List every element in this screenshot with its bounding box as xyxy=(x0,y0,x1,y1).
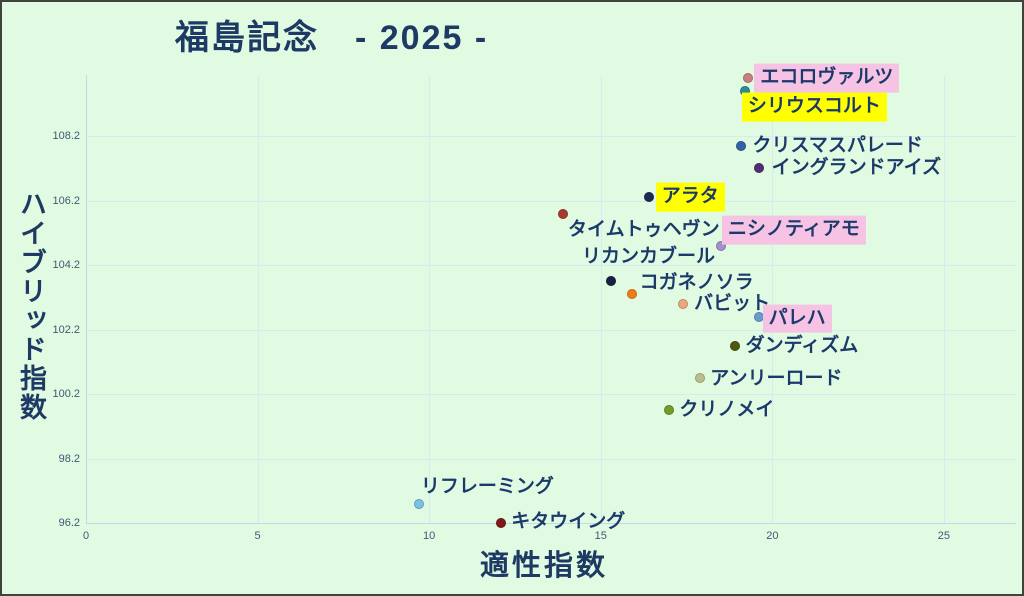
point-label: キタウイング xyxy=(511,511,626,533)
point-label: パレハ xyxy=(762,304,832,334)
x-gridline-5 xyxy=(257,75,259,523)
scatter-point xyxy=(695,372,706,383)
x-tick-label-0: 0 xyxy=(82,530,90,542)
y-tick-label-104.2: 104.2 xyxy=(52,259,80,272)
x-tick-label-25: 25 xyxy=(937,530,951,542)
point-label: リカンカブール xyxy=(582,246,716,268)
point-label: クリノメイ xyxy=(679,399,775,421)
point-label: ニシノティアモ xyxy=(721,215,866,245)
scatter-point xyxy=(643,192,654,203)
point-label: コガネノソラ xyxy=(639,272,754,294)
scatter-point xyxy=(413,498,424,509)
y-gridline-108.2 xyxy=(86,136,1016,138)
x-tick-label-15: 15 xyxy=(594,530,607,542)
point-label: リフレーミング xyxy=(420,475,554,497)
point-label: タイムトゥヘヴン xyxy=(568,218,720,240)
x-tick-label-5: 5 xyxy=(254,530,261,542)
point-label: エコロヴァルツ xyxy=(754,63,900,93)
scatter-point xyxy=(558,208,568,219)
point-label: アンリーロード xyxy=(710,368,843,390)
scatter-point xyxy=(496,518,507,528)
y-gridline-106.2 xyxy=(86,200,1016,202)
point-label: クリスマスパレード xyxy=(752,135,923,157)
x-gridline-25 xyxy=(943,75,945,523)
point-label: ダンディズム xyxy=(745,334,859,356)
scatter-point xyxy=(736,140,747,151)
x-axis-title: 適性指数 xyxy=(480,550,609,582)
scatter-point xyxy=(678,298,689,309)
y-gridline-102.2 xyxy=(86,329,1016,331)
point-label: イングランドアイズ xyxy=(771,157,942,179)
x-tick-label-10: 10 xyxy=(423,530,436,542)
scatter-point xyxy=(606,276,617,287)
y-tick-label-96.2: 96.2 xyxy=(58,517,80,529)
scatter-point xyxy=(743,73,754,84)
scatter-point xyxy=(664,405,675,416)
x-gridline-20 xyxy=(772,75,774,523)
scatter-point xyxy=(626,289,637,300)
y-tick-label-100.2: 100.2 xyxy=(52,388,80,401)
point-label: アラタ xyxy=(655,183,725,212)
y-tick-label-108.2: 108.2 xyxy=(52,130,80,143)
point-label: バビット xyxy=(694,292,771,314)
scatter-point xyxy=(739,86,750,97)
x-axis-line xyxy=(86,523,1016,524)
y-axis-title: ハイブリッド指数 xyxy=(16,190,46,422)
x-tick-label-20: 20 xyxy=(766,530,779,542)
x-gridline-10 xyxy=(429,75,431,523)
y-gridline-100.2 xyxy=(86,394,1016,396)
chart-title: 福島記念 - 2025 - xyxy=(175,19,489,57)
scatter-point xyxy=(715,240,726,251)
y-tick-label-102.2: 102.2 xyxy=(52,323,80,336)
y-gridline-104.2 xyxy=(86,265,1016,267)
scatter-point xyxy=(729,340,740,351)
scatter-point xyxy=(753,311,764,322)
point-label: シリウスコルト xyxy=(741,92,887,122)
y-tick-label-106.2: 106.2 xyxy=(52,194,80,207)
x-gridline-15 xyxy=(600,75,602,523)
y-gridline-98.2 xyxy=(86,458,1016,460)
scatter-point xyxy=(753,163,764,174)
y-axis-line xyxy=(86,75,87,523)
y-tick-label-98.2: 98.2 xyxy=(58,452,80,465)
